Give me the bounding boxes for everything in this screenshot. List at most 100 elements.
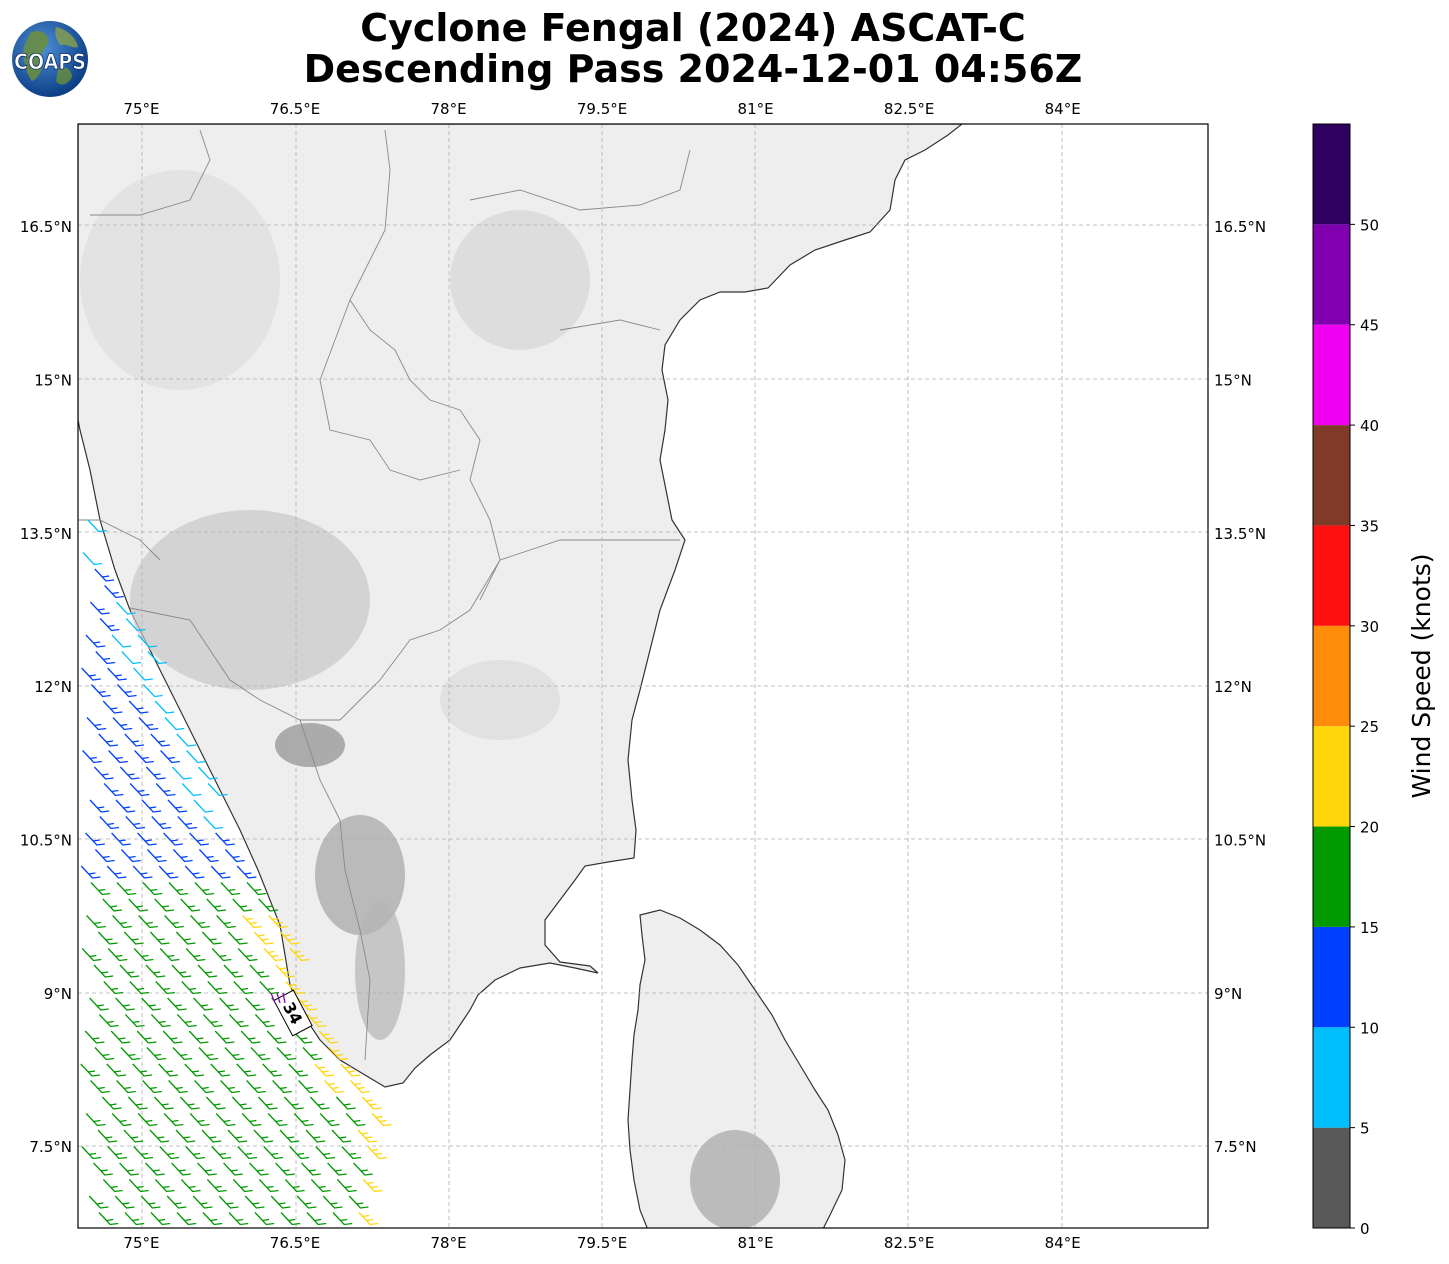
wind-barb (202, 1212, 223, 1226)
lon-tick-label-top: 76.5°E (270, 100, 320, 118)
wind-barbs (80, 519, 392, 1226)
wind-barb (203, 816, 224, 830)
wind-barb (197, 766, 218, 780)
lon-tick-label-bottom: 81°E (738, 1234, 774, 1252)
wind-barb (89, 799, 110, 813)
colorbar-frame (1312, 123, 1351, 1229)
wind-barb (211, 1146, 232, 1160)
wind-barb (88, 1195, 109, 1209)
wind-barb (137, 832, 157, 846)
colorbar-bin (1313, 425, 1350, 526)
graticule (78, 124, 1208, 1228)
wind-barb (205, 1096, 226, 1110)
wind-barb (283, 1096, 304, 1110)
wind-barb (85, 634, 106, 648)
wind-barb (163, 1113, 184, 1127)
lat-tick-label-left: 16.5°N (20, 218, 72, 236)
wind-barb (275, 1162, 295, 1176)
colorbar-tick-label: 5 (1360, 1120, 1370, 1138)
wind-barb (90, 684, 111, 698)
wind-barb (263, 1146, 284, 1160)
lon-tick-label-bottom: 78°E (430, 1234, 466, 1252)
wind-barb (106, 865, 127, 879)
wind-barb (98, 1014, 119, 1028)
wind-barb (159, 1146, 180, 1160)
wind-barb (348, 1195, 369, 1209)
wind-barb (297, 997, 317, 1011)
wind-barb (142, 684, 163, 698)
wind-barb (216, 915, 236, 929)
wind-barb (210, 865, 231, 879)
colorbar-tick-label: 15 (1360, 919, 1379, 937)
wind-barb (138, 717, 159, 731)
wind-barb (186, 750, 206, 764)
wind-barb (146, 1047, 167, 1061)
wind-barb (262, 1063, 283, 1077)
wind-barb (120, 1047, 141, 1061)
wind-barb (345, 1113, 366, 1127)
wind-barb (207, 783, 228, 797)
lat-tick-label-left: 12°N (34, 678, 72, 696)
wind-barb (110, 1030, 131, 1044)
wind-barb (97, 931, 118, 945)
wind-barb (132, 1063, 153, 1077)
chart-title: Cyclone Fengal (2024) ASCAT-C (360, 6, 1026, 50)
wind-barb (116, 882, 137, 896)
wind-barb (128, 700, 149, 714)
wind-barb (147, 651, 168, 665)
colorbar-bin (1313, 525, 1350, 626)
wind-barb (362, 1179, 383, 1193)
wind-barb (112, 915, 132, 929)
wind-barb (86, 915, 106, 929)
wind-barb (227, 931, 248, 945)
chart-subtitle: Descending Pass 2024-12-01 04:56Z (303, 47, 1083, 91)
lat-tick-label-right: 15°N (1214, 372, 1252, 390)
lat-tick-label-left: 13.5°N (20, 525, 72, 543)
lat-tick-label-left: 10.5°N (20, 832, 72, 850)
wind-barb (361, 1096, 382, 1110)
wind-barb (220, 1080, 240, 1094)
wind-barb (250, 1047, 271, 1061)
wind-barb (198, 849, 219, 863)
wind-barb (176, 1014, 197, 1028)
colorbar-bin (1313, 826, 1350, 927)
wind-barb (151, 816, 172, 830)
wind-barb (322, 1195, 343, 1209)
wind-barb (115, 601, 136, 615)
wind-barb (133, 667, 153, 681)
wind-barb (180, 1179, 201, 1193)
colorbar-tick-label: 20 (1360, 819, 1379, 837)
wind-barb (160, 750, 180, 764)
wind-barb (270, 1195, 291, 1209)
wind-barb (224, 849, 245, 863)
wind-barb (240, 1030, 261, 1044)
max-wind-barb (270, 992, 286, 1004)
wind-barb (125, 618, 146, 632)
wind-barb (140, 1195, 161, 1209)
wind-barb (315, 1146, 336, 1160)
wind-barb (85, 832, 105, 846)
wind-barb (115, 799, 136, 813)
wind-barb (332, 1212, 353, 1226)
wind-barb (97, 1129, 118, 1143)
wind-barb (149, 1129, 170, 1143)
colorbar-bin (1313, 926, 1350, 1028)
wind-barb (132, 865, 153, 879)
wind-barb (115, 997, 135, 1011)
wind-barb (350, 1080, 370, 1094)
lat-tick-label-right: 9°N (1214, 985, 1242, 1003)
wind-barb (85, 1113, 106, 1127)
wind-barb (184, 1063, 205, 1077)
wind-barb (101, 1096, 122, 1110)
wind-barb (89, 997, 109, 1011)
colorbar-bin (1313, 1027, 1350, 1128)
wind-barb (86, 717, 107, 731)
wind-barb (292, 1030, 313, 1044)
wind-barb (121, 651, 142, 665)
wind-barb (177, 816, 198, 830)
wind-barb (137, 634, 158, 648)
wind-barb (129, 981, 150, 995)
wind-barb (123, 931, 144, 945)
wind-barb (90, 882, 111, 896)
wind-barb (328, 1047, 349, 1061)
